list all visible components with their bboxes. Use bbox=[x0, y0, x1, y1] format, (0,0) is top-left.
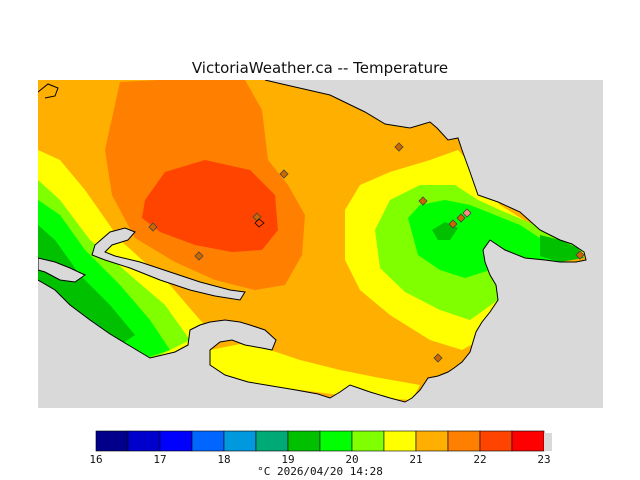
legend-swatch bbox=[127, 430, 161, 452]
legend-tick: 16 bbox=[89, 453, 103, 466]
legend-tick: 23 bbox=[537, 453, 551, 466]
legend-swatch bbox=[511, 430, 545, 452]
station-marker[interactable] bbox=[433, 353, 443, 363]
station-markers bbox=[148, 142, 585, 363]
legend-swatch bbox=[383, 430, 417, 452]
inlet-water bbox=[91, 227, 246, 301]
legend-ticks: 16 17 18 19 20 21 22 23 bbox=[0, 453, 640, 467]
central-hot-zone bbox=[142, 160, 278, 252]
legend-tick: 17 bbox=[153, 453, 167, 466]
station-marker[interactable] bbox=[456, 213, 466, 223]
legend-tick: 21 bbox=[409, 453, 423, 466]
station-marker[interactable] bbox=[279, 169, 289, 179]
legend-tick: 20 bbox=[345, 453, 359, 466]
legend-swatch bbox=[319, 430, 353, 452]
temperature-map[interactable] bbox=[38, 80, 603, 408]
station-marker[interactable] bbox=[194, 251, 204, 261]
legend-swatch bbox=[351, 430, 385, 452]
legend-swatch bbox=[223, 430, 257, 452]
east-green-zone bbox=[408, 200, 580, 278]
legend-swatch bbox=[159, 430, 193, 452]
station-marker[interactable] bbox=[418, 196, 428, 206]
legend-swatches bbox=[95, 430, 552, 452]
legend-tick: 19 bbox=[281, 453, 295, 466]
legend-swatch bbox=[255, 430, 289, 452]
legend-tick: 18 bbox=[217, 453, 231, 466]
station-marker[interactable] bbox=[448, 219, 458, 229]
coastline bbox=[38, 80, 587, 403]
legend-swatch bbox=[95, 430, 129, 452]
station-marker[interactable] bbox=[148, 222, 158, 232]
station-marker[interactable] bbox=[394, 142, 404, 152]
map-title: VictoriaWeather.ca -- Temperature bbox=[191, 59, 449, 77]
west-shore-detail bbox=[38, 257, 86, 283]
legend-swatch bbox=[447, 430, 481, 452]
legend-swatch bbox=[415, 430, 449, 452]
station-marker[interactable] bbox=[254, 218, 265, 228]
legend-swatch bbox=[287, 430, 321, 452]
legend-tick: 22 bbox=[473, 453, 487, 466]
station-marker[interactable] bbox=[575, 250, 585, 260]
legend-swatch bbox=[191, 430, 225, 452]
station-marker[interactable] bbox=[462, 208, 472, 218]
unit-and-timestamp: °C 2026/04/20 14:28 bbox=[257, 465, 383, 478]
east-peninsula-dark-green bbox=[540, 235, 584, 262]
northwest-point bbox=[38, 83, 59, 99]
legend-swatch bbox=[479, 430, 513, 452]
legend-shadow bbox=[544, 433, 552, 451]
